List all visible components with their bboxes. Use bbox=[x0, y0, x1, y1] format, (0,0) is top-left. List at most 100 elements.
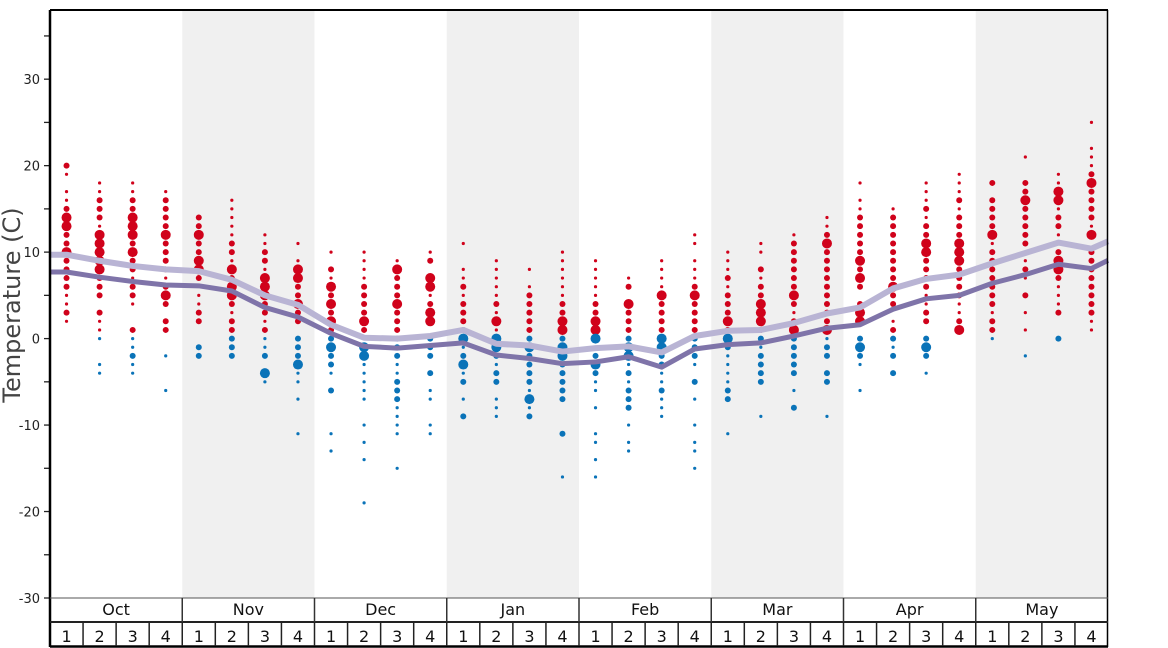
data-point bbox=[195, 223, 202, 230]
data-point bbox=[592, 370, 599, 377]
data-point bbox=[560, 259, 565, 263]
week-label: 1 bbox=[987, 627, 997, 646]
data-point bbox=[1088, 205, 1095, 212]
data-point bbox=[724, 387, 731, 394]
data-point bbox=[362, 276, 366, 280]
data-point bbox=[494, 285, 498, 289]
data-point bbox=[956, 318, 963, 325]
data-point bbox=[823, 257, 830, 264]
data-point bbox=[162, 197, 169, 204]
data-point bbox=[63, 231, 70, 238]
data-point bbox=[61, 212, 72, 223]
data-point bbox=[362, 380, 366, 384]
data-point bbox=[1088, 275, 1095, 282]
data-point bbox=[755, 307, 766, 318]
data-point bbox=[825, 414, 829, 419]
data-point bbox=[658, 318, 665, 325]
data-point bbox=[1088, 301, 1095, 307]
data-point bbox=[790, 249, 797, 256]
data-point bbox=[526, 335, 533, 342]
data-point bbox=[129, 326, 136, 333]
data-point bbox=[825, 224, 829, 228]
data-point bbox=[328, 335, 335, 342]
data-point bbox=[1023, 311, 1027, 315]
week-label: 4 bbox=[425, 627, 435, 646]
data-point bbox=[890, 249, 897, 256]
data-point bbox=[625, 326, 632, 333]
data-point bbox=[63, 283, 70, 290]
data-point bbox=[294, 352, 301, 359]
data-point bbox=[395, 414, 399, 419]
data-point bbox=[625, 335, 632, 342]
data-point bbox=[428, 423, 432, 427]
data-point bbox=[989, 292, 996, 299]
data-point bbox=[131, 336, 135, 341]
data-point bbox=[97, 319, 102, 323]
week-label: 3 bbox=[1053, 627, 1063, 646]
data-point bbox=[921, 247, 932, 258]
week-label: 3 bbox=[392, 627, 402, 646]
data-point bbox=[560, 285, 565, 289]
data-point bbox=[162, 240, 169, 247]
data-point bbox=[726, 259, 730, 263]
data-point bbox=[593, 380, 598, 384]
data-point bbox=[261, 352, 268, 359]
data-point bbox=[395, 259, 399, 263]
data-point bbox=[427, 352, 434, 359]
data-point bbox=[593, 285, 598, 289]
data-point bbox=[162, 301, 169, 307]
data-point bbox=[461, 267, 465, 272]
data-point bbox=[890, 214, 897, 221]
data-point bbox=[294, 344, 301, 351]
data-point bbox=[64, 172, 69, 176]
data-point bbox=[263, 336, 267, 341]
data-point bbox=[97, 189, 102, 194]
data-point bbox=[954, 247, 965, 258]
data-point bbox=[160, 290, 171, 301]
data-point bbox=[625, 283, 632, 290]
data-point bbox=[328, 309, 335, 316]
data-point bbox=[625, 404, 632, 411]
data-point bbox=[1055, 275, 1062, 282]
data-point bbox=[857, 231, 864, 238]
data-point bbox=[792, 311, 796, 315]
data-point bbox=[921, 238, 932, 249]
data-point bbox=[1022, 266, 1029, 273]
data-point bbox=[63, 309, 70, 316]
data-point bbox=[858, 181, 862, 185]
data-point bbox=[1056, 285, 1061, 289]
data-point bbox=[1022, 223, 1029, 230]
data-point bbox=[1089, 146, 1094, 150]
data-point bbox=[263, 267, 267, 272]
data-point bbox=[230, 207, 234, 211]
data-point bbox=[328, 292, 335, 299]
data-point bbox=[63, 205, 70, 212]
month-label-mar: Mar bbox=[762, 600, 793, 619]
week-label: 3 bbox=[524, 627, 534, 646]
data-point bbox=[857, 214, 864, 221]
data-point bbox=[361, 283, 368, 290]
data-point bbox=[63, 257, 70, 264]
data-point bbox=[1056, 233, 1061, 237]
data-point bbox=[788, 324, 799, 335]
data-point bbox=[954, 238, 965, 249]
data-point bbox=[693, 449, 697, 453]
data-point bbox=[491, 316, 502, 327]
data-point bbox=[593, 458, 598, 462]
week-label: 1 bbox=[458, 627, 468, 646]
data-point bbox=[526, 326, 533, 333]
data-point bbox=[890, 275, 897, 282]
data-point bbox=[362, 250, 366, 254]
data-point bbox=[195, 352, 202, 359]
data-point bbox=[527, 285, 532, 289]
upper-trend-line bbox=[50, 238, 1110, 356]
week-label: 4 bbox=[1086, 627, 1096, 646]
data-point bbox=[394, 387, 401, 394]
data-point bbox=[923, 223, 930, 230]
data-point bbox=[263, 380, 267, 384]
data-point bbox=[858, 362, 862, 367]
data-point bbox=[494, 406, 498, 410]
data-point bbox=[226, 264, 237, 275]
data-point bbox=[956, 231, 963, 238]
data-point bbox=[494, 414, 498, 419]
